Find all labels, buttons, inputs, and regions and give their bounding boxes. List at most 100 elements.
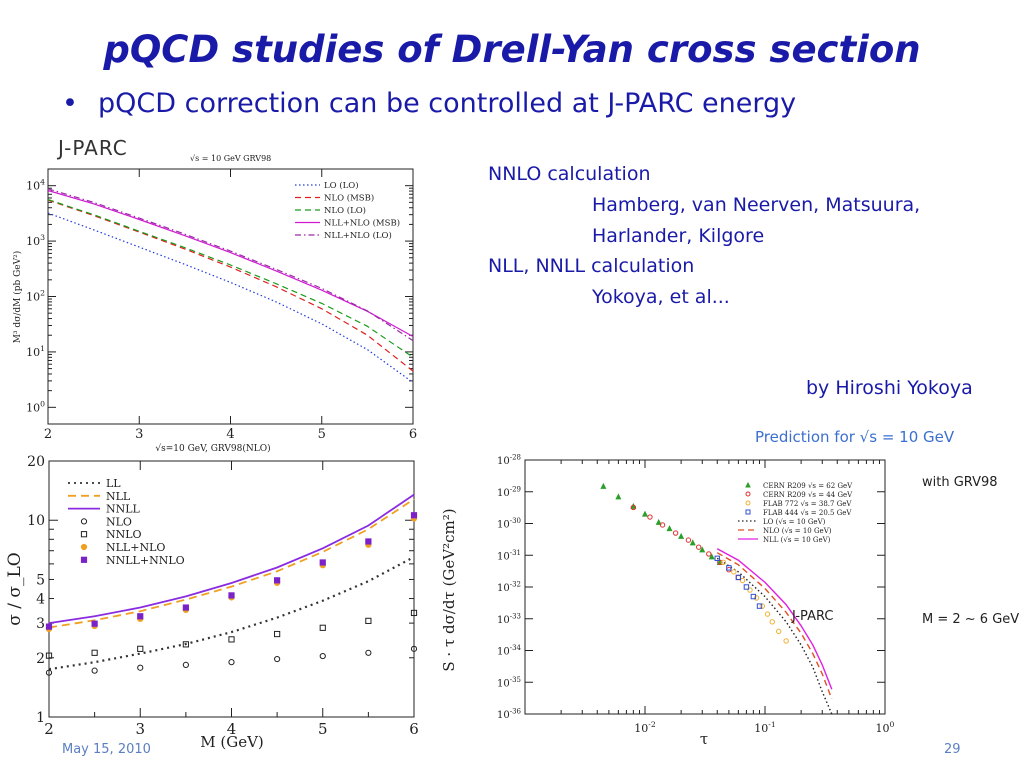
mass-note: M = 2 ~ 6 GeV <box>922 612 1019 627</box>
data-point <box>641 510 649 517</box>
nnlo-authors-1: Hamberg, van Neerven, Matsuura, <box>592 194 921 216</box>
x-tick-label: 4 <box>227 720 237 738</box>
data-point <box>274 630 281 638</box>
y-tick-label: 5 <box>36 572 45 588</box>
data-point <box>319 559 326 566</box>
data-point <box>274 577 281 584</box>
page-number: 29 <box>944 742 961 757</box>
legend-label: FLAB 444 √s = 20.5 GeV <box>763 509 852 517</box>
y-tick-label: 101 <box>26 344 45 359</box>
data-point <box>365 649 372 656</box>
legend-label: NLL <box>106 490 131 503</box>
data-point <box>410 512 418 519</box>
data-point <box>630 504 637 511</box>
x-tick-label: 10-2 <box>634 720 656 735</box>
y-tick-label: 10-31 <box>497 549 521 563</box>
y-tick-label: 4 <box>36 592 45 608</box>
y-tick-label: 2 <box>36 651 45 667</box>
series-line <box>716 548 833 690</box>
x-tick-label: 5 <box>318 427 326 442</box>
data-point <box>726 565 732 571</box>
data-point <box>410 645 418 652</box>
data-point <box>685 537 692 543</box>
legend-label: NLL+NLO (LO) <box>324 230 392 241</box>
data-point <box>91 649 98 656</box>
data-point <box>319 624 326 631</box>
x-tick-label: 5 <box>318 720 328 738</box>
series-line <box>48 556 415 671</box>
data-point <box>91 667 98 674</box>
data-point <box>735 574 742 581</box>
y-axis-label: σ / σ_LO <box>5 552 25 625</box>
data-point <box>750 593 757 600</box>
legend-marker <box>745 500 751 506</box>
legend-marker <box>80 518 88 525</box>
data-point <box>228 659 235 666</box>
data-point <box>678 532 685 539</box>
nnlo-authors-2: Harlander, Kilgore <box>592 225 765 247</box>
legend-label: NLO (LO) <box>324 205 366 216</box>
legend-label: FLAB 772 √s = 38.7 GeV <box>763 500 852 508</box>
y-tick-label: 10-34 <box>497 644 522 658</box>
data-point <box>731 569 737 575</box>
data-point <box>720 559 727 565</box>
data-point <box>91 620 98 627</box>
chart-title: √s = 10 GeV GRV98 <box>190 154 271 163</box>
data-point <box>708 553 715 560</box>
data-point <box>756 603 763 609</box>
slide-title: pQCD studies of Drell-Yan cross section <box>103 28 921 71</box>
series-line <box>48 498 415 629</box>
legend-label: CERN R209 √s = 44 GeV <box>763 491 853 499</box>
data-point <box>600 482 607 489</box>
x-axis-label: √s=10 GeV, GRV98(NLO) <box>155 443 270 454</box>
y-tick-label: 10-29 <box>497 485 521 499</box>
y-tick-label: 10-28 <box>497 454 521 468</box>
data-point <box>274 655 281 663</box>
data-point <box>45 652 53 659</box>
legend-marker <box>80 531 88 538</box>
y-tick-label: 10-36 <box>497 708 522 722</box>
series-line <box>716 557 833 715</box>
nll-authors: Yokoya, et al... <box>592 286 730 308</box>
y-axis-label: S · τ dσ/dτ (GeV²cm²) <box>440 508 458 671</box>
legend-label: NLL+NLO (MSB) <box>324 218 400 229</box>
data-point <box>659 522 666 528</box>
x-tick-label: 3 <box>135 427 143 442</box>
y-tick-label: 10-35 <box>497 676 521 690</box>
data-point <box>319 652 326 660</box>
legend-label: NLO <box>106 515 132 528</box>
x-tick-label: 3 <box>135 720 145 738</box>
data-point <box>775 628 782 635</box>
legend-marker <box>80 556 88 563</box>
x-tick-label: 6 <box>409 427 417 442</box>
data-point <box>410 609 418 617</box>
data-point <box>182 661 189 668</box>
legend-label: NLO (MSB) <box>324 193 374 204</box>
y-tick-label: 10-32 <box>497 581 521 595</box>
y-tick-label: 10-30 <box>497 517 521 531</box>
data-point <box>743 584 750 590</box>
bullet-point: • pQCD correction can be controlled at J-… <box>62 88 796 119</box>
legend-label: NNLL <box>106 503 141 516</box>
data-point <box>769 619 775 625</box>
y-tick-label: 3 <box>36 616 45 632</box>
data-point <box>182 641 189 648</box>
data-point <box>666 525 673 532</box>
y-tick-label: 10 <box>27 513 45 529</box>
legend-marker <box>745 491 751 497</box>
series-line <box>716 552 833 700</box>
mass-spectrum-chart: J-PARC √s = 10 GeV GRV98 2 3 4 5 6 100 101 102 1… <box>12 136 417 454</box>
legend-label: NNLO <box>106 528 142 541</box>
data-point <box>783 638 789 644</box>
series-line <box>47 189 414 338</box>
series-line <box>47 199 414 372</box>
data-point <box>615 493 622 500</box>
legend-label: CERN R209 √s = 62 GeV <box>763 482 853 490</box>
y-tick-label: 103 <box>26 233 45 248</box>
x-tick-label: 4 <box>226 427 234 442</box>
nnlo-heading: NNLO calculation <box>488 163 651 185</box>
y-tick-label: 100 <box>26 399 45 414</box>
bullet-icon: • <box>62 88 78 119</box>
data-point <box>706 551 712 557</box>
data-point <box>182 604 189 611</box>
